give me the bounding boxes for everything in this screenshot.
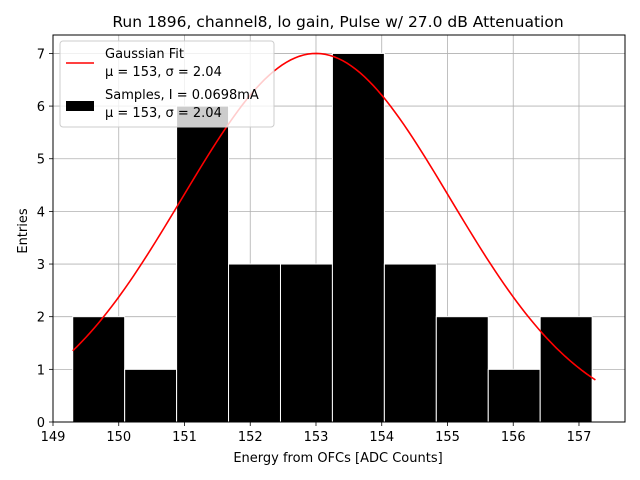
legend-fit-stats: μ = 153, σ = 2.04	[105, 65, 222, 80]
y-tick-label-2: 2	[37, 311, 45, 326]
histogram-bar-5	[331, 52, 385, 423]
legend-samples-name: Samples, I = 0.0698mA	[105, 88, 259, 103]
histogram-bar-1	[124, 368, 178, 423]
histogram-bars	[72, 52, 593, 423]
x-tick-label-5: 154	[369, 430, 394, 445]
legend-box	[59, 40, 275, 128]
x-tick-label-0: 149	[41, 430, 66, 445]
histogram-bar-3	[228, 263, 281, 423]
x-tick-label-3: 152	[238, 430, 263, 445]
y-tick-label-3: 3	[37, 258, 45, 273]
x-tick-label-7: 156	[501, 430, 526, 445]
histogram-bar-2	[176, 105, 230, 423]
histogram-bar-4	[279, 263, 333, 423]
y-tick-label-6: 6	[37, 100, 45, 115]
legend-samples-stats: μ = 153, σ = 2.04	[105, 106, 222, 121]
y-tick-label-1: 1	[37, 363, 45, 378]
legend-samples-swatch	[66, 101, 94, 111]
x-axis-label: Energy from OFCs [ADC Counts]	[233, 451, 442, 466]
chart-title: Run 1896, channel8, lo gain, Pulse w/ 27…	[112, 13, 563, 31]
plot-frame	[52, 34, 626, 423]
x-tick-label-6: 155	[435, 430, 460, 445]
y-tick-label-5: 5	[37, 153, 45, 168]
y-tick-label-4: 4	[37, 205, 45, 220]
y-axis-label: Entries	[16, 208, 31, 254]
x-tick-label-2: 151	[172, 430, 197, 445]
y-tick-label-7: 7	[37, 47, 45, 62]
x-tick-label-8: 157	[567, 430, 592, 445]
x-tick-label-4: 153	[304, 430, 329, 445]
y-tick-label-0: 0	[37, 416, 45, 431]
x-axis-ticks: 149 150 151 152 153 154 155 156 157	[41, 422, 592, 445]
y-axis-ticks: 0 1 2 3 4 5 6 7	[37, 47, 53, 431]
legend-fit-name: Gaussian Fit	[105, 47, 184, 62]
x-tick-label-1: 150	[106, 430, 131, 445]
histogram-bar-8	[487, 368, 541, 423]
histogram-bar-6	[383, 263, 437, 423]
histogram-bar-7	[435, 316, 489, 423]
histogram-bar-0	[72, 316, 126, 423]
gaussian-fit-layer	[72, 52, 596, 381]
histogram-bar-9	[539, 316, 593, 423]
gaussian-fit-line	[72, 52, 596, 381]
legend: Gaussian Fit μ = 153, σ = 2.04 Samples, …	[59, 40, 275, 128]
